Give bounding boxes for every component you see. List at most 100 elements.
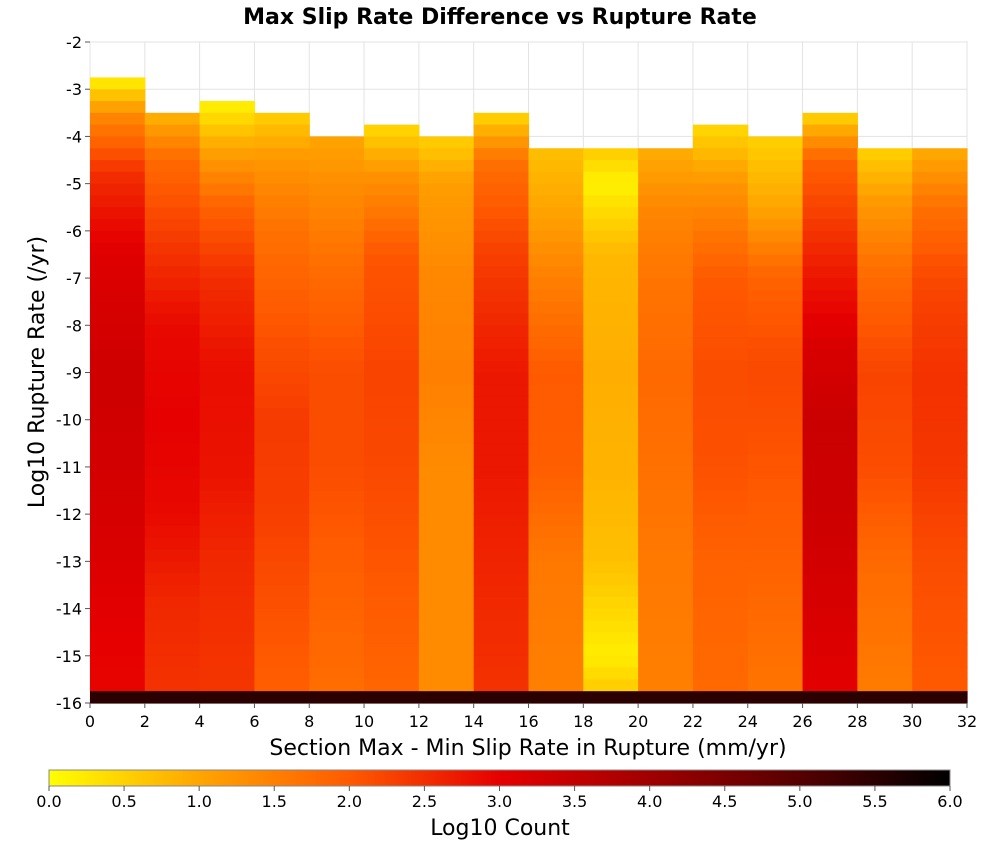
heatmap-cell	[528, 584, 584, 598]
heatmap-cell	[528, 219, 584, 232]
heatmap-cell	[638, 643, 694, 657]
heatmap-cell	[747, 266, 804, 279]
heatmap-cell	[144, 655, 201, 669]
heatmap-cell	[364, 136, 420, 149]
heatmap-cell	[638, 301, 694, 315]
heatmap-cell	[747, 230, 804, 244]
heatmap-cell	[802, 608, 858, 621]
heatmap-cell	[912, 313, 968, 326]
heatmap-cell	[309, 266, 365, 279]
heatmap-cell	[802, 136, 858, 149]
heatmap-cell	[692, 455, 749, 468]
heatmap-cell	[254, 384, 310, 397]
heatmap-cell	[364, 313, 420, 326]
heatmap-cell	[90, 77, 146, 90]
heatmap-cell	[364, 289, 420, 303]
heatmap-cell	[144, 384, 201, 397]
heatmap-cell	[747, 537, 804, 551]
heatmap-cell	[254, 525, 310, 539]
heatmap-cell	[254, 160, 310, 173]
heatmap-cell	[309, 148, 365, 161]
heatmap-cell	[144, 148, 201, 161]
heatmap-cell	[692, 207, 749, 220]
heatmap-cell	[692, 596, 749, 610]
colorbar-tick-label: 4.0	[637, 792, 662, 811]
heatmap-cell	[802, 549, 858, 562]
heatmap-cell	[144, 195, 201, 208]
heatmap-cell	[583, 219, 639, 232]
heatmap-cell	[90, 195, 146, 208]
heatmap-cell	[802, 278, 858, 291]
heatmap-cell	[802, 148, 858, 161]
heatmap-cell	[912, 466, 968, 480]
heatmap-cell	[583, 230, 639, 244]
heatmap-cell	[144, 537, 201, 551]
heatmap-cell	[912, 608, 968, 621]
heatmap-cell	[144, 112, 201, 126]
heatmap-cell	[199, 620, 256, 633]
heatmap-cell	[528, 160, 584, 173]
heatmap-cell	[144, 419, 201, 433]
heatmap-cell	[199, 514, 256, 527]
heatmap-cell	[692, 136, 749, 149]
heatmap-cell	[364, 537, 420, 551]
heatmap-cell	[912, 431, 968, 444]
heatmap-cell	[199, 360, 256, 374]
heatmap-cell	[692, 148, 749, 161]
heatmap-cell	[309, 160, 365, 173]
heatmap-cell	[418, 490, 475, 503]
heatmap-cell	[254, 242, 310, 256]
heatmap-cell	[473, 419, 530, 433]
heatmap-cell	[747, 490, 804, 503]
heatmap-cell	[857, 655, 913, 669]
heatmap-cell	[309, 667, 365, 680]
heatmap-cell	[309, 407, 365, 421]
heatmap-cell	[857, 230, 913, 244]
heatmap-cell	[802, 525, 858, 539]
heatmap-cell	[638, 396, 694, 409]
heatmap-cell	[90, 632, 146, 645]
heatmap-cell	[802, 667, 858, 680]
heatmap-cell	[692, 266, 749, 279]
heatmap-cell	[747, 478, 804, 492]
heatmap-cell	[528, 549, 584, 562]
heatmap-cell	[747, 443, 804, 456]
heatmap-cell	[747, 573, 804, 586]
heatmap-cell	[254, 230, 310, 244]
heatmap-cell	[912, 455, 968, 468]
heatmap-cell	[418, 242, 475, 256]
heatmap-cell	[90, 514, 146, 527]
heatmap-cell	[857, 502, 913, 515]
heatmap-cell	[802, 171, 858, 185]
heatmap-cell	[692, 219, 749, 232]
heatmap-cell	[254, 549, 310, 562]
heatmap-cell	[528, 490, 584, 503]
heatmap-cell	[583, 207, 639, 220]
heatmap-cell	[802, 632, 858, 645]
heatmap-cell	[199, 396, 256, 409]
heatmap-cell	[692, 514, 749, 527]
heatmap-cell	[90, 207, 146, 220]
heatmap-cell	[912, 337, 968, 350]
heatmap-cell	[364, 478, 420, 492]
y-tick-label: -8	[66, 316, 82, 335]
heatmap-cell	[309, 573, 365, 586]
heatmap-cell	[418, 502, 475, 515]
heatmap-cell	[583, 171, 639, 185]
heatmap-cell	[199, 289, 256, 303]
heatmap-cell	[473, 148, 530, 161]
heatmap-cell	[254, 584, 310, 598]
heatmap-cell	[857, 360, 913, 374]
heatmap-cell	[144, 183, 201, 197]
heatmap-cell	[583, 407, 639, 421]
heatmap-cell	[747, 561, 804, 574]
x-tick-label: 32	[957, 712, 977, 731]
heatmap-cell	[199, 608, 256, 621]
heatmap-cell	[638, 584, 694, 598]
heatmap-cell	[912, 254, 968, 267]
heatmap-cell	[254, 148, 310, 161]
heatmap-cell	[254, 266, 310, 279]
heatmap-cell	[528, 207, 584, 220]
heatmap-cell	[90, 455, 146, 468]
heatmap-cell	[912, 171, 968, 185]
